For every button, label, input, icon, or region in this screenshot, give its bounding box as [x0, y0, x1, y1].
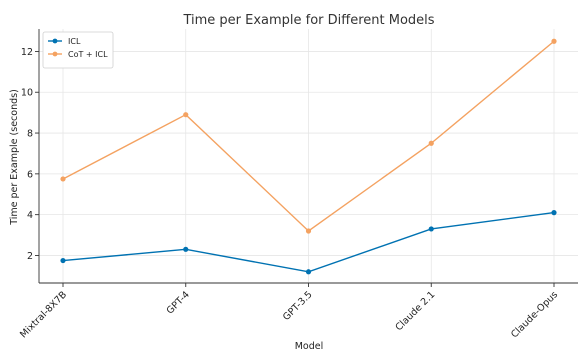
y-tick-label: 12	[21, 47, 33, 58]
data-point	[551, 210, 557, 216]
y-axis-label: Time per Example (seconds)	[9, 89, 20, 226]
data-point	[183, 112, 189, 118]
legend-label: CoT + ICL	[68, 50, 108, 59]
chart-title: Time per Example for Different Models	[182, 13, 434, 28]
data-point	[60, 257, 66, 264]
x-tick-label: GPT-3.5	[281, 289, 315, 323]
x-tick-label: Mixtral-8X7B	[18, 289, 69, 340]
data-point	[428, 140, 434, 146]
x-tick-label: Claude-Opus	[509, 289, 560, 340]
data-point	[183, 246, 189, 252]
y-tick-label: 2	[27, 251, 33, 262]
y-tick-label: 8	[27, 129, 33, 140]
y-tick-label: 6	[27, 169, 33, 180]
tick-labels: 2 4 6 8 10 12 Mixtral-8X7B GPT-4 GPT-3.5 Claude 2…	[18, 47, 560, 340]
x-axis-label: Model	[295, 341, 324, 351]
data-point	[60, 176, 66, 182]
x-tick-label: GPT-4	[165, 289, 192, 316]
data-point	[428, 226, 434, 232]
legend-swatch-marker	[52, 51, 58, 57]
y-tick-label: 10	[21, 88, 33, 99]
axes	[35, 29, 578, 287]
legend: ICL CoT + ICL	[42, 31, 114, 69]
data-point	[305, 228, 312, 234]
legend-swatch-marker	[52, 38, 58, 44]
x-tick-label: Claude 2.1	[393, 289, 437, 333]
series	[60, 38, 557, 275]
grid	[39, 29, 578, 283]
data-point	[551, 38, 557, 44]
data-point	[305, 269, 312, 275]
legend-label: ICL	[68, 37, 81, 46]
y-tick-label: 4	[27, 210, 33, 221]
